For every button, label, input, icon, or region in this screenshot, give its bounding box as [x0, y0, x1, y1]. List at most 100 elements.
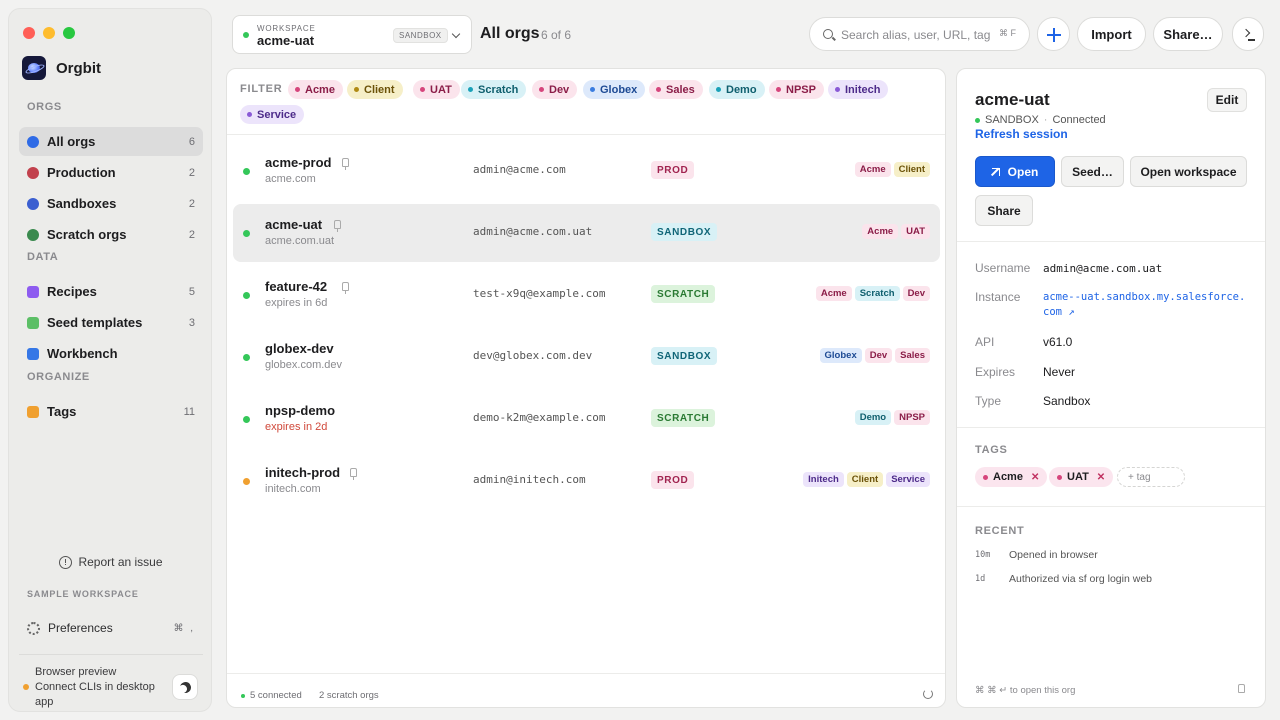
search-icon	[823, 29, 833, 39]
brand-name: Orgbit	[56, 59, 101, 77]
refresh-session-link[interactable]: Refresh session	[975, 127, 1068, 141]
detail-tag[interactable]: Acme ✕	[975, 467, 1048, 487]
share-org-button[interactable]: Share	[975, 195, 1033, 226]
recent-text: Authorized via sf org login web	[1009, 573, 1152, 585]
chip-label: Scratch	[478, 83, 519, 96]
filter-chip-dev[interactable]: Dev	[532, 80, 578, 99]
remove-tag-icon[interactable]: ✕	[1096, 471, 1106, 483]
org-name: acme-prod	[265, 155, 332, 170]
tag-dot-icon	[983, 474, 988, 480]
api-value: v61.0	[1043, 335, 1073, 349]
maximize-window-button[interactable]	[63, 27, 75, 39]
org-type-badge: SANDBOX	[651, 223, 718, 241]
remove-tag-icon[interactable]: ✕	[1030, 471, 1040, 483]
open-workspace-button[interactable]: Open workspace	[1130, 156, 1247, 187]
org-tag: Acme	[815, 286, 852, 301]
workspace-label: WORKSPACE	[257, 24, 316, 33]
preferences-shortcut: ⌘ ,	[173, 622, 195, 634]
filter-chip-scratch[interactable]: Scratch	[461, 80, 527, 99]
filter-chip-client[interactable]: Client	[347, 80, 403, 99]
search-input[interactable]	[841, 26, 1001, 44]
edit-button[interactable]: Edit	[1207, 88, 1247, 112]
terminal-button[interactable]	[1232, 17, 1264, 51]
pin-icon[interactable]	[334, 220, 341, 232]
chip-dot-icon	[590, 87, 595, 92]
org-row[interactable]: globex-dev globex.com.dev dev@globex.com.d…	[233, 328, 940, 386]
chip-dot-icon	[420, 87, 425, 92]
org-tag: Sales	[895, 348, 930, 363]
minimize-window-button[interactable]	[43, 27, 55, 39]
open-external-icon	[991, 167, 1000, 176]
instance-link[interactable]: acme--uat.sandbox.my.salesforce.com ↗	[1043, 291, 1246, 318]
sidebar-item-seed-templates[interactable]: Seed templates 3	[19, 308, 203, 337]
sidebar-item-sandboxes[interactable]: Sandboxes 2	[19, 189, 203, 218]
import-button[interactable]: Import	[1077, 17, 1146, 51]
pin-icon[interactable]	[350, 468, 357, 480]
org-list-panel: FILTER Acme Client UAT Scratch Dev Globex Sale…	[226, 68, 946, 708]
filter-chip-uat[interactable]: UAT	[413, 80, 460, 99]
expires-value: Never	[1043, 365, 1076, 379]
pin-icon[interactable]	[342, 282, 349, 294]
sidebar-item-workbench[interactable]: Workbench	[19, 339, 203, 368]
filter-chip-demo[interactable]: Demo	[709, 80, 765, 99]
pin-icon[interactable]	[342, 158, 349, 170]
add-tag-input[interactable]: + tag	[1117, 467, 1185, 487]
org-subtitle: acme.com.uat	[265, 235, 335, 247]
chip-label: UAT	[430, 83, 452, 96]
sidebar-item-scratch-orgs[interactable]: Scratch orgs 2	[19, 220, 203, 249]
filter-chip-sales[interactable]: Sales	[649, 80, 703, 99]
divider	[957, 241, 1265, 242]
keyboard-hint: ⌘ ⌘ ↵ to open this org	[975, 685, 1076, 696]
search-box[interactable]: ⌘ F	[809, 17, 1030, 51]
sidebar-item-all-orgs[interactable]: All orgs 6	[19, 127, 203, 156]
org-row[interactable]: initech-prod initech.com admin@initech.com…	[233, 452, 940, 510]
workspace-select[interactable]: WORKSPACE acme-uat SANDBOX	[232, 15, 472, 54]
add-org-button[interactable]	[1037, 17, 1070, 51]
sidebar-item-label: Workbench	[47, 346, 118, 361]
refresh-icon[interactable]	[923, 689, 933, 699]
org-status-dot-icon	[243, 354, 250, 361]
open-button[interactable]: Open	[975, 156, 1055, 187]
org-tag: Initech	[803, 472, 844, 487]
username-label: Username	[975, 261, 1031, 275]
org-tag: Service	[886, 472, 930, 487]
sidebar-item-recipes[interactable]: Recipes 5	[19, 277, 203, 306]
org-row[interactable]: acme-uat acme.com.uat admin@acme.com.uat SA…	[233, 204, 940, 262]
tag-label: Acme	[993, 471, 1023, 483]
share-button[interactable]: Share…	[1153, 17, 1223, 51]
scratch-status: 2 scratch orgs	[319, 690, 379, 701]
org-row[interactable]: npsp-demo expires in 2d demo-k2m@example.c…	[233, 390, 940, 448]
filter-chip-service[interactable]: Service	[240, 105, 305, 124]
chip-dot-icon	[354, 87, 359, 92]
report-issue-label: Report an issue	[78, 555, 163, 569]
org-tag: UAT	[901, 224, 930, 239]
org-row[interactable]: acme-prod acme.com admin@acme.com PROD Acme C…	[233, 142, 940, 200]
detail-title: acme-uat	[975, 90, 1050, 109]
close-window-button[interactable]	[23, 27, 35, 39]
sidebar-item-production[interactable]: Production 2	[19, 158, 203, 187]
filter-chip-globex[interactable]: Globex	[583, 80, 646, 99]
moon-icon	[177, 679, 192, 694]
org-type-badge: PROD	[651, 471, 695, 489]
divider	[19, 654, 203, 655]
tags-icon	[27, 405, 39, 418]
org-row[interactable]: feature-42 expires in 6d test-x9q@example.…	[233, 266, 940, 324]
org-type-badge: SANDBOX	[651, 347, 718, 365]
seed-button[interactable]: Seed…	[1061, 156, 1124, 187]
filter-chip-npsp[interactable]: NPSP	[769, 80, 824, 99]
report-issue-link[interactable]: Report an issue	[9, 555, 213, 569]
org-tags: Acme Client	[854, 162, 930, 177]
detail-tag[interactable]: UAT ✕	[1049, 467, 1114, 487]
sidebar-item-tags[interactable]: Tags 11	[19, 397, 203, 426]
theme-toggle-button[interactable]	[172, 674, 198, 700]
filter-chip-initech[interactable]: Initech	[828, 80, 889, 99]
preferences-button[interactable]: Preferences ⌘ ,	[19, 614, 203, 642]
pin-icon[interactable]	[1238, 684, 1245, 693]
filter-label: FILTER	[240, 83, 283, 95]
org-status-dot-icon	[243, 292, 250, 299]
org-tag: Demo	[854, 410, 892, 425]
filter-chip-acme[interactable]: Acme	[288, 80, 343, 99]
section-label-data: DATA	[27, 251, 59, 263]
org-subtitle: initech.com	[265, 483, 321, 495]
org-name: initech-prod	[265, 465, 341, 480]
